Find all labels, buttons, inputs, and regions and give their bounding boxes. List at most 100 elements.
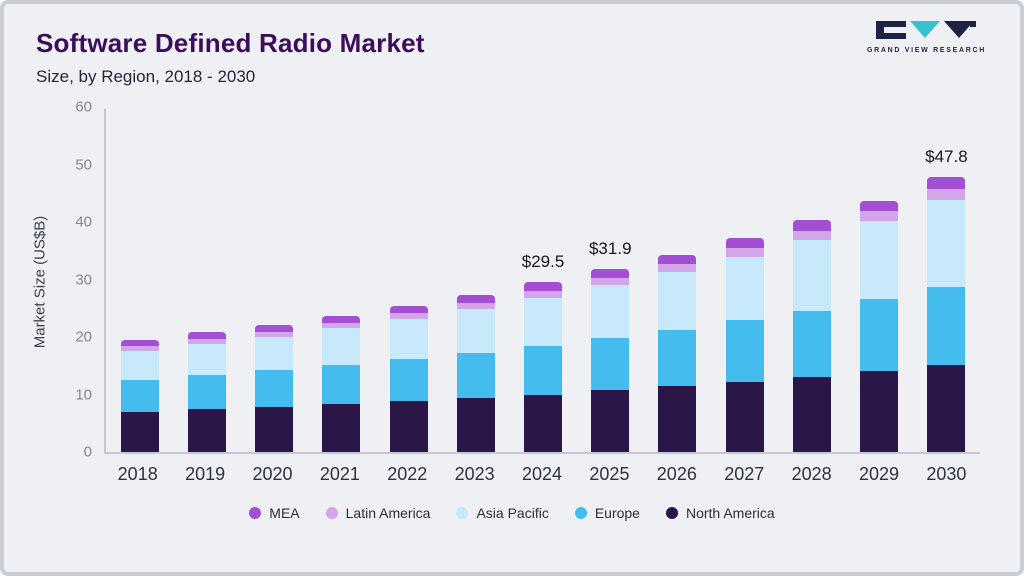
bar-segment-europe [322,364,361,405]
bar-segment-latin-america [389,313,428,320]
bar-segment-mea [456,295,495,304]
bar-segment-asia-pacific [927,200,966,287]
stacked-bar [456,295,495,452]
legend-label: Europe [594,505,640,521]
bar-segment-latin-america [456,303,495,310]
chart-area: Market Size (US$B) 0 10 20 30 40 50 60 $29.5 $31… [4,99,1020,521]
legend-color-dot [325,507,338,519]
bar-segment-europe [792,310,831,377]
bar-segment-europe [591,337,630,391]
bar-segment-mea [860,200,899,212]
bar-segment-europe [927,286,966,365]
bar-segment-mea [389,305,428,314]
stacked-bar [927,177,966,452]
stacked-bar [725,238,764,452]
stacked-bar [792,220,831,452]
bar-segment-mea [792,220,831,231]
bar-value-label: $29.5 [521,252,565,272]
bar-column [846,109,913,452]
bar-column: $47.8 [913,109,980,452]
x-axis-label: 2018 [117,464,158,484]
x-axis-label: 2022 [387,464,428,484]
bar-segment-north-america [255,406,294,452]
bar-segment-north-america [524,394,563,452]
bar-segment-asia-pacific [591,285,630,338]
bar-segment-mea [927,177,966,190]
bar-column: $31.9 [577,109,644,452]
stacked-bar [524,282,563,452]
x-axis: 2018 2019 2020 2021 2022 2023 2024 2025 2026 2027… [104,464,980,485]
bar-column: $29.5 [509,109,576,452]
legend-label: Asia Pacific [476,505,549,521]
bar-segment-europe [524,345,563,395]
bar-value-label: $31.9 [588,238,632,258]
bar-column [173,109,240,452]
bar-segment-mea [322,315,361,323]
gvr-logo: GRAND VIEW RESEARCH [867,20,986,54]
bar-segment-north-america [658,386,697,452]
x-axis-label: 2025 [589,464,630,484]
y-axis-tick-label: 20 [75,328,92,346]
bar-segment-mea [255,324,294,332]
bar-segment-north-america [120,411,159,452]
bar-segment-europe [860,299,899,371]
x-axis-label: 2027 [724,464,765,484]
bar-segment-asia-pacific [120,350,159,380]
bar-segment-asia-pacific [456,309,495,353]
x-axis-label: 2019 [185,464,226,484]
bar-segment-latin-america [524,291,563,298]
bar-value-label: $47.8 [925,147,968,167]
bar-segment-europe [658,329,697,387]
legend-color-dot [249,507,262,519]
bar-segment-europe [120,379,159,412]
bar-column [778,109,845,452]
x-axis-label: 2028 [791,464,832,484]
bar-segment-asia-pacific [255,337,294,371]
bar-segment-north-america [456,397,495,452]
bar-segment-mea [524,282,563,292]
bar-column [106,109,173,452]
bar-segment-latin-america [591,277,630,286]
bar-segment-latin-america [927,189,966,201]
legend-item-north-america: North America [665,505,775,521]
bar-segment-europe [255,370,294,407]
y-axis-tick-label: 40 [75,213,92,231]
bar-segment-latin-america [187,338,226,344]
legend-label: MEA [269,505,300,521]
stacked-bar [389,305,428,452]
bar-segment-latin-america [860,211,899,221]
bar-segment-latin-america [725,247,764,257]
legend-label: North America [685,505,775,521]
bar-segment-north-america [927,364,966,452]
bar-segment-asia-pacific [322,328,361,365]
bar-segment-europe [389,358,428,402]
legend-item-asia-pacific: Asia Pacific [456,505,549,521]
bar-segment-north-america [792,376,831,452]
stacked-bar [322,315,361,452]
x-axis-label: 2029 [858,464,900,484]
bar-segment-north-america [725,381,764,452]
bar-segment-asia-pacific [860,220,899,300]
gvr-logo-text: GRAND VIEW RESEARCH [866,47,986,54]
legend-color-dot [665,507,678,519]
x-axis-label: 2020 [252,464,293,484]
page-title: Software Defined Radio Market [36,28,425,58]
stacked-bar [860,200,899,452]
y-axis-tick-label: 50 [75,156,92,173]
bar-segment-north-america [591,390,630,452]
y-axis-title: Market Size (US$B) [31,215,49,349]
x-axis-label: 2030 [926,464,967,484]
gvr-logo-mark [876,21,977,39]
bar-segment-mea [591,268,630,278]
legend-item-latin-america: Latin America [325,505,430,521]
stacked-bar [591,268,630,452]
bar-segment-mea [658,254,697,264]
legend-item-mea: MEA [249,505,300,521]
legend-color-dot [574,507,587,519]
y-axis-tick-label: 10 [75,386,92,403]
stacked-bar [187,332,226,452]
bar-segment-latin-america [120,346,159,351]
bar-segment-mea [187,332,226,339]
bar-segment-asia-pacific [524,297,563,346]
